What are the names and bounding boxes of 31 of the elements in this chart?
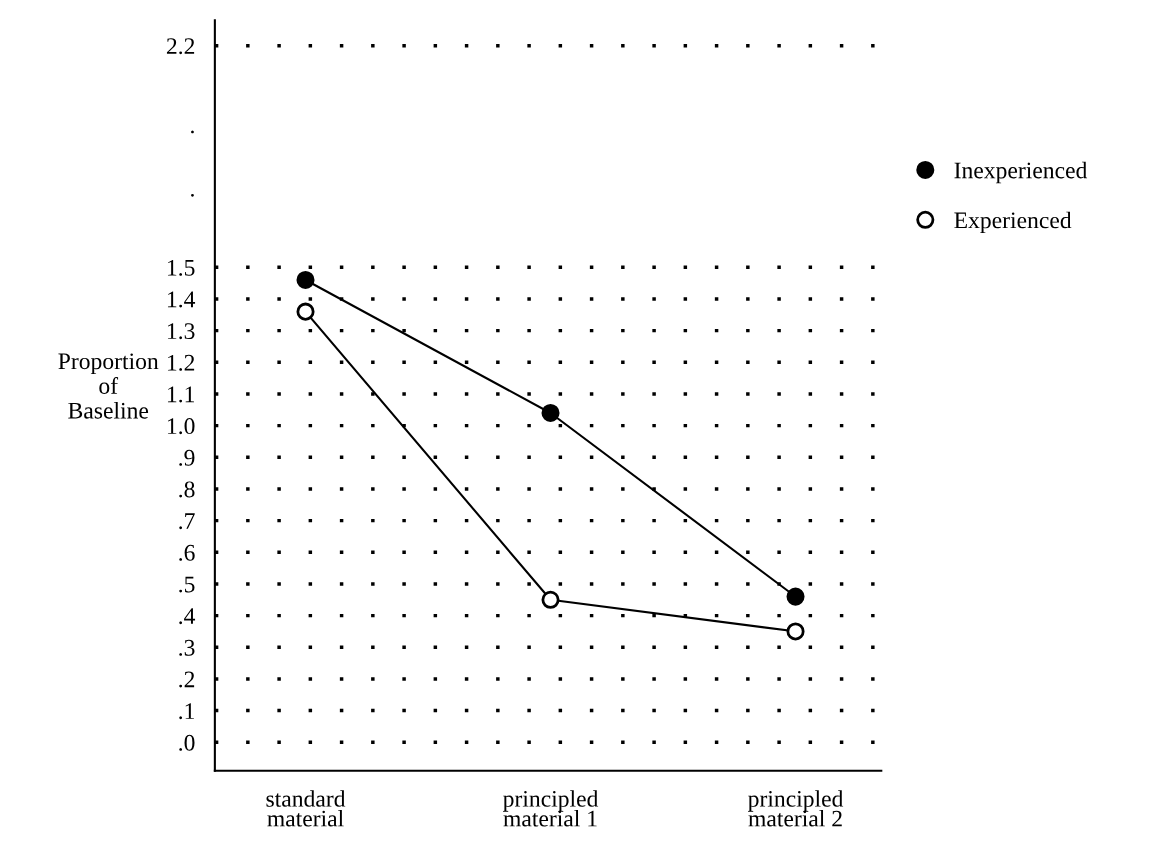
y-tick-label: .9 bbox=[179, 449, 195, 466]
y-axis-title: Proportion of Baseline bbox=[58, 353, 159, 419]
y-tick-label: 2.2 bbox=[166, 38, 195, 55]
y-tick-label: .5 bbox=[179, 576, 195, 593]
point bbox=[541, 590, 560, 609]
y-tick-label: 1.5 bbox=[167, 259, 195, 276]
y-tick-label: .7 bbox=[179, 513, 195, 530]
y-tick-label: .0 bbox=[179, 734, 195, 751]
legend-label: Inexperienced bbox=[954, 161, 1088, 184]
y-tick-label: .3 bbox=[179, 639, 195, 656]
y-tick-label: . bbox=[191, 193, 194, 197]
y-tick-label: .6 bbox=[179, 544, 195, 561]
point bbox=[541, 403, 560, 422]
x-tick-label: principled material 1 bbox=[503, 790, 599, 827]
y-tick-label: .8 bbox=[179, 481, 195, 498]
point bbox=[786, 622, 805, 641]
y-tick-label: 1.4 bbox=[167, 291, 196, 308]
y-tick-label: 1.2 bbox=[167, 354, 195, 371]
legend-label: Experienced bbox=[954, 211, 1072, 234]
y-tick-label: 1.1 bbox=[167, 386, 194, 403]
x-tick-label: principled material 2 bbox=[748, 790, 844, 827]
x-tick-label: standard material bbox=[266, 790, 346, 827]
y-tick-label: .4 bbox=[179, 608, 196, 625]
y-tick-label: 1.0 bbox=[167, 418, 195, 435]
point bbox=[296, 270, 315, 289]
y-tick-label: . bbox=[191, 130, 194, 134]
point bbox=[786, 587, 805, 606]
point bbox=[296, 302, 315, 321]
y-tick-label: 1.3 bbox=[167, 323, 195, 340]
y-tick-label: .1 bbox=[179, 703, 194, 720]
y-tick-label: .2 bbox=[179, 671, 195, 688]
